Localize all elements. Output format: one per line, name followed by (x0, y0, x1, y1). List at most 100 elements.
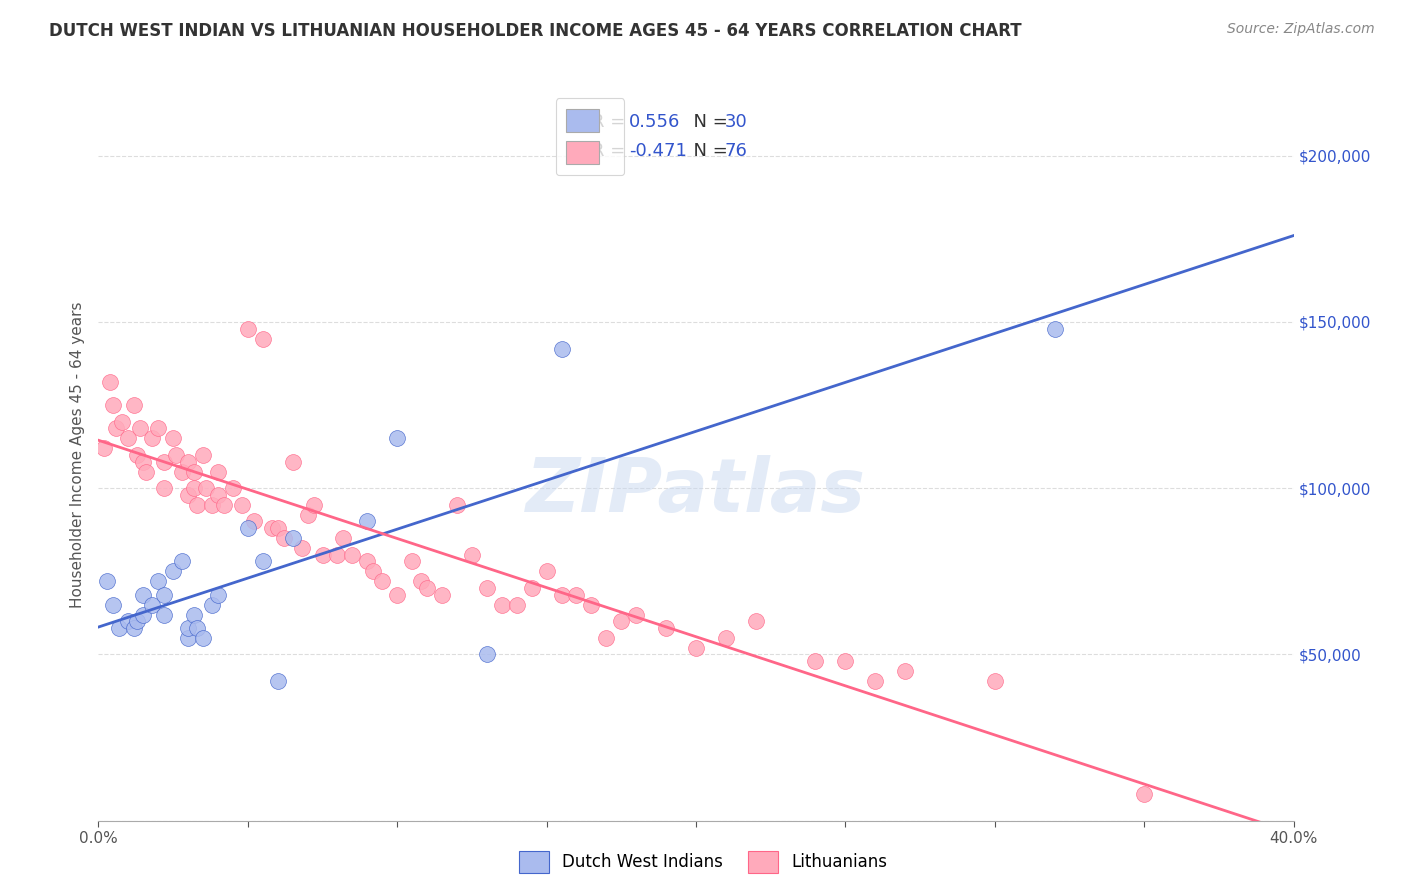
Point (273, 531, 295, 545)
Point (550, 588, 572, 602)
Point (135, 465, 157, 479)
Point (96, 574, 118, 589)
Point (177, 631, 200, 645)
Point (201, 598, 224, 612)
Point (291, 541, 314, 555)
Point (714, 631, 737, 645)
Point (894, 664, 917, 678)
Point (127, 614, 149, 628)
Point (550, 342, 572, 356)
Text: R =: R = (592, 113, 631, 131)
Point (411, 574, 433, 589)
Point (326, 548, 349, 562)
Point (332, 531, 354, 545)
Point (207, 488, 229, 502)
Point (260, 521, 283, 535)
Point (655, 621, 678, 635)
Text: ZIPatlas: ZIPatlas (526, 455, 866, 528)
Point (297, 508, 319, 522)
Point (153, 454, 176, 468)
Point (195, 481, 218, 495)
Point (804, 654, 827, 668)
Point (124, 621, 146, 635)
Point (153, 607, 176, 622)
Point (132, 588, 155, 602)
Point (124, 398, 146, 412)
Point (177, 488, 200, 502)
Point (267, 521, 290, 535)
Point (834, 654, 856, 668)
Text: -0.471: -0.471 (628, 143, 688, 161)
Point (385, 588, 409, 602)
Point (212, 498, 235, 512)
Point (252, 332, 274, 346)
Point (191, 631, 214, 645)
Point (117, 431, 139, 445)
Point (105, 421, 128, 435)
Point (191, 448, 214, 462)
Point (685, 640, 707, 655)
Point (342, 548, 364, 562)
Point (281, 454, 304, 468)
Point (162, 431, 184, 445)
Point (153, 481, 176, 495)
Point (520, 581, 543, 595)
Point (506, 598, 529, 612)
Point (177, 621, 200, 635)
Point (222, 481, 245, 495)
Point (148, 574, 170, 589)
Text: R =: R = (592, 143, 631, 161)
Point (243, 515, 266, 529)
Point (172, 554, 194, 568)
Point (103, 598, 125, 612)
Point (745, 614, 768, 628)
Point (252, 554, 274, 568)
Point (162, 564, 184, 578)
Point (132, 607, 155, 622)
Point (475, 648, 498, 662)
Text: DUTCH WEST INDIAN VS LITHUANIAN HOUSEHOLDER INCOME AGES 45 - 64 YEARS CORRELATIO: DUTCH WEST INDIAN VS LITHUANIAN HOUSEHOL… (49, 22, 1022, 40)
Point (231, 498, 253, 512)
Point (610, 614, 633, 628)
Point (148, 421, 170, 435)
Point (581, 598, 603, 612)
Point (1133, 787, 1156, 801)
Point (281, 531, 304, 545)
Point (416, 581, 439, 595)
Point (401, 554, 423, 568)
Point (117, 614, 139, 628)
Point (183, 465, 205, 479)
Legend: , : , (555, 98, 624, 176)
Point (356, 554, 378, 568)
Point (626, 607, 648, 622)
Point (461, 548, 484, 562)
Point (595, 631, 617, 645)
Point (236, 521, 259, 535)
Point (141, 598, 163, 612)
Point (984, 673, 1007, 688)
Text: N =: N = (682, 143, 733, 161)
Point (98, 375, 122, 389)
Point (302, 498, 325, 512)
Y-axis label: Householder Income Ages 45 - 64 years: Householder Income Ages 45 - 64 years (69, 301, 84, 608)
Point (491, 598, 513, 612)
Point (165, 448, 187, 462)
Point (183, 481, 205, 495)
Point (475, 581, 498, 595)
Point (207, 465, 229, 479)
Point (132, 454, 155, 468)
Text: Source: ZipAtlas.com: Source: ZipAtlas.com (1227, 22, 1375, 37)
Point (385, 431, 409, 445)
Point (172, 465, 194, 479)
Point (186, 498, 208, 512)
Point (207, 588, 229, 602)
Point (108, 621, 131, 635)
Point (153, 588, 176, 602)
Point (446, 498, 468, 512)
Point (865, 673, 887, 688)
Point (371, 574, 394, 589)
Text: 76: 76 (724, 143, 748, 161)
Point (356, 515, 378, 529)
Point (267, 673, 290, 688)
Text: 0.556: 0.556 (628, 113, 681, 131)
